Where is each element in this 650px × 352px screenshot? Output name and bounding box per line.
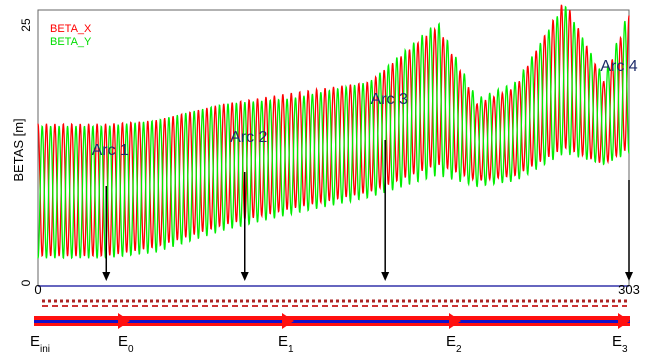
legend-entry-beta-y: BETA_Y <box>50 36 92 48</box>
arc-arrow-head <box>240 272 249 281</box>
y-axis-label: BETAS [m] <box>11 118 26 181</box>
energy-label-layer: Einj E0 E1 E2 E3 <box>30 333 628 352</box>
energy-label-1: E0 <box>118 333 134 352</box>
annotation-layer: Arc 1 Arc 2 Arc 3 Arc 4 <box>92 58 638 159</box>
arc-arrow-head <box>381 272 390 281</box>
arc-arrow-head <box>625 272 633 281</box>
y-tick-label-bottom: 0 <box>19 279 33 286</box>
annotation-arc-2: Arc 2 <box>230 129 267 146</box>
energy-label-4: E3 <box>612 333 628 352</box>
arc-arrow-head <box>102 272 111 281</box>
energy-label-2: E1 <box>278 333 294 352</box>
series-layer <box>37 4 630 260</box>
energy-label-3: E2 <box>446 333 462 352</box>
beam-arrow-head <box>118 313 130 329</box>
beam-arrow-layer <box>118 313 630 329</box>
beam-arrow-head <box>449 313 461 329</box>
annotation-arc-4: Arc 4 <box>600 58 637 75</box>
y-tick-label-top: 25 <box>19 18 33 32</box>
arrow-layer <box>102 140 633 281</box>
legend-entry-beta-x: BETA_X <box>50 23 92 35</box>
annotation-arc-1: Arc 1 <box>92 142 129 159</box>
x-tick-label-end: 303 <box>618 282 640 297</box>
beamline-bar <box>34 316 630 326</box>
x-tick-label-start: 0 <box>34 282 41 297</box>
annotation-arc-3: Arc 3 <box>371 91 408 108</box>
energy-label-0: Einj <box>30 333 50 352</box>
beam-arrow-head <box>618 313 630 329</box>
beam-arrow-head <box>282 313 294 329</box>
series-line-beta-y <box>37 5 630 260</box>
lattice-strip <box>42 299 627 307</box>
series-line-beta-x <box>37 4 630 258</box>
